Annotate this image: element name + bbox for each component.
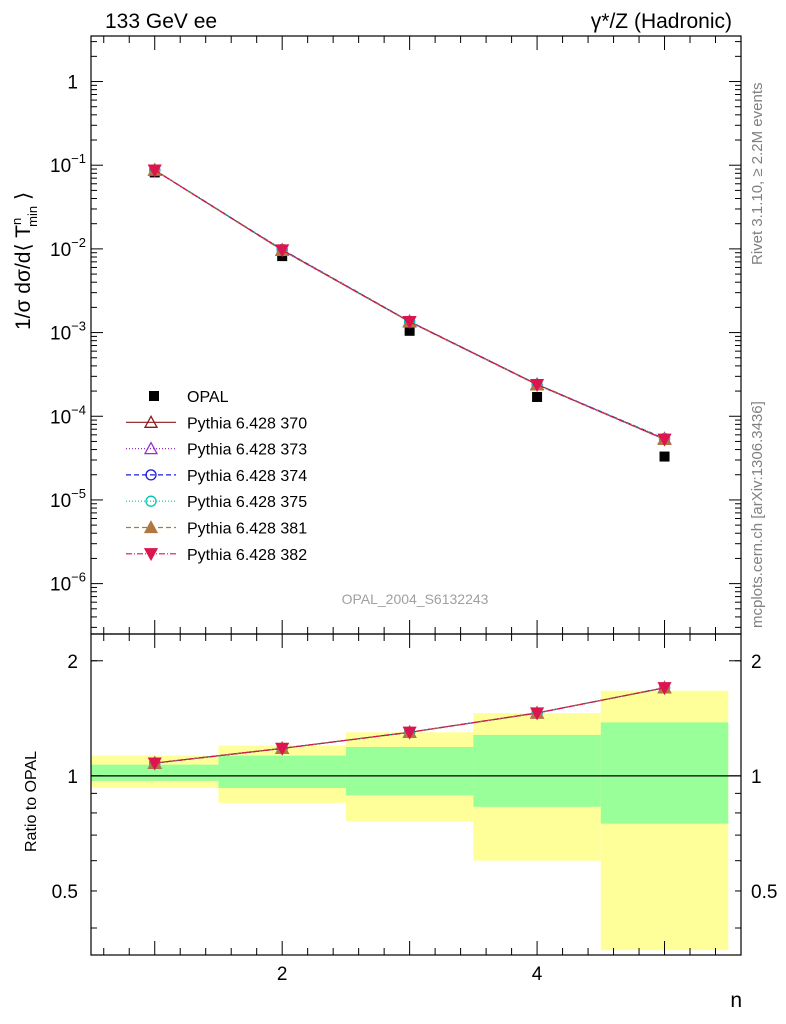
ratio-y-tick-label: 0.5 (52, 882, 78, 903)
legend-label: Pythia 6.428 370 (187, 415, 307, 432)
ratio-y-tick-label: 1 (67, 767, 78, 788)
ratio-series-marker (275, 742, 290, 756)
mc-series-marker (275, 244, 290, 258)
opal-data-point (532, 391, 543, 402)
y-tick-label: 10−3 (50, 319, 86, 345)
header-process-label: γ*/Z (Hadronic) (591, 10, 732, 33)
ratio-uncertainty-band-green (600, 722, 729, 824)
ratio-uncertainty-band-green (345, 746, 474, 796)
legend-label: Pythia 6.428 381 (187, 521, 307, 538)
ratio-uncertainty-band-green (473, 734, 601, 807)
mc-series-line (154, 169, 665, 440)
mc-series-marker (402, 316, 417, 330)
y-tick-label: 1 (67, 73, 78, 94)
opal-data-point (404, 325, 415, 336)
y-tick-label: 10−2 (50, 235, 86, 261)
rivet-version-label: Rivet 3.1.10, ≥ 2.2M events (749, 83, 766, 266)
svg-text:1/σ dσ/d⟨ Tnmin ⟩: 1/σ dσ/d⟨ Tnmin ⟩ (9, 192, 40, 330)
ratio-series (147, 682, 672, 771)
ratio-series-marker (657, 682, 672, 696)
ratio-y-axis-label: Ratio to OPAL (23, 751, 40, 852)
mc-series (147, 164, 672, 447)
ratio-uncertainty-band-green (91, 764, 219, 781)
x-tick-label: 4 (532, 964, 543, 985)
legend-label: Pythia 6.428 373 (187, 442, 307, 459)
legend-opal-marker (149, 391, 159, 401)
mc-series-line (154, 169, 665, 440)
ratio-y-tick-label: 2 (67, 652, 78, 673)
ratio-series-marker (147, 757, 162, 771)
mc-series-line (154, 169, 665, 440)
legend-marker (143, 441, 159, 455)
legend-marker (143, 548, 159, 562)
legend-marker (145, 469, 157, 481)
legend-marker (143, 414, 159, 428)
legend-marker (143, 520, 159, 534)
ratio-uncertainty-band-green (218, 755, 346, 788)
header-energy-label: 133 GeV ee (105, 10, 217, 33)
ratio-y-tick-label-right: 2 (751, 652, 762, 673)
ratio-frame (90, 633, 742, 956)
legend-label: Pythia 6.428 374 (187, 468, 307, 485)
legend-label: Pythia 6.428 382 (187, 547, 307, 564)
mc-series-marker (657, 433, 672, 447)
main-panel: 10−6 10−5 10−4 10−3 10−2 10−1 1 (50, 35, 742, 635)
legend-marker (145, 495, 157, 507)
analysis-watermark: OPAL_2004_S6132243 (342, 591, 489, 607)
main-frame (90, 35, 742, 635)
y-tick-label: 10−5 (50, 486, 86, 512)
x-tick-label: 2 (277, 964, 288, 985)
mc-series-line (154, 169, 665, 440)
ratio-panel: 0.5 0.5 1 1 2 2 2 4 (52, 633, 777, 985)
ratio-series-marker (529, 707, 545, 721)
mc-series-marker (147, 164, 162, 178)
ratio-y-tick-label-right: 0.5 (751, 882, 777, 903)
legend-label: OPAL (187, 389, 229, 406)
mc-series-line (154, 169, 665, 440)
legend-label: Pythia 6.428 375 (187, 494, 307, 511)
mcplots-source-label: mcplots.cern.ch [arXiv:1306.3436] (749, 401, 766, 628)
mc-series-line (154, 169, 665, 440)
ratio-series-marker (402, 726, 417, 740)
y-tick-label: 10−6 (50, 570, 86, 596)
main-y-axis-label: 1/σ dσ/d⟨ Tnmin ⟩ (9, 192, 40, 330)
y-tick-label: 10−1 (50, 151, 86, 177)
opal-data-point (659, 451, 670, 462)
ratio-y-tick-label-right: 1 (751, 767, 762, 788)
x-axis-label: n (730, 989, 742, 1012)
legend: OPAL Pythia 6.428 370 Pythia 6.428 373 Pyth… (126, 389, 307, 564)
mc-series-marker (529, 378, 545, 392)
y-tick-label: 10−4 (50, 402, 86, 428)
